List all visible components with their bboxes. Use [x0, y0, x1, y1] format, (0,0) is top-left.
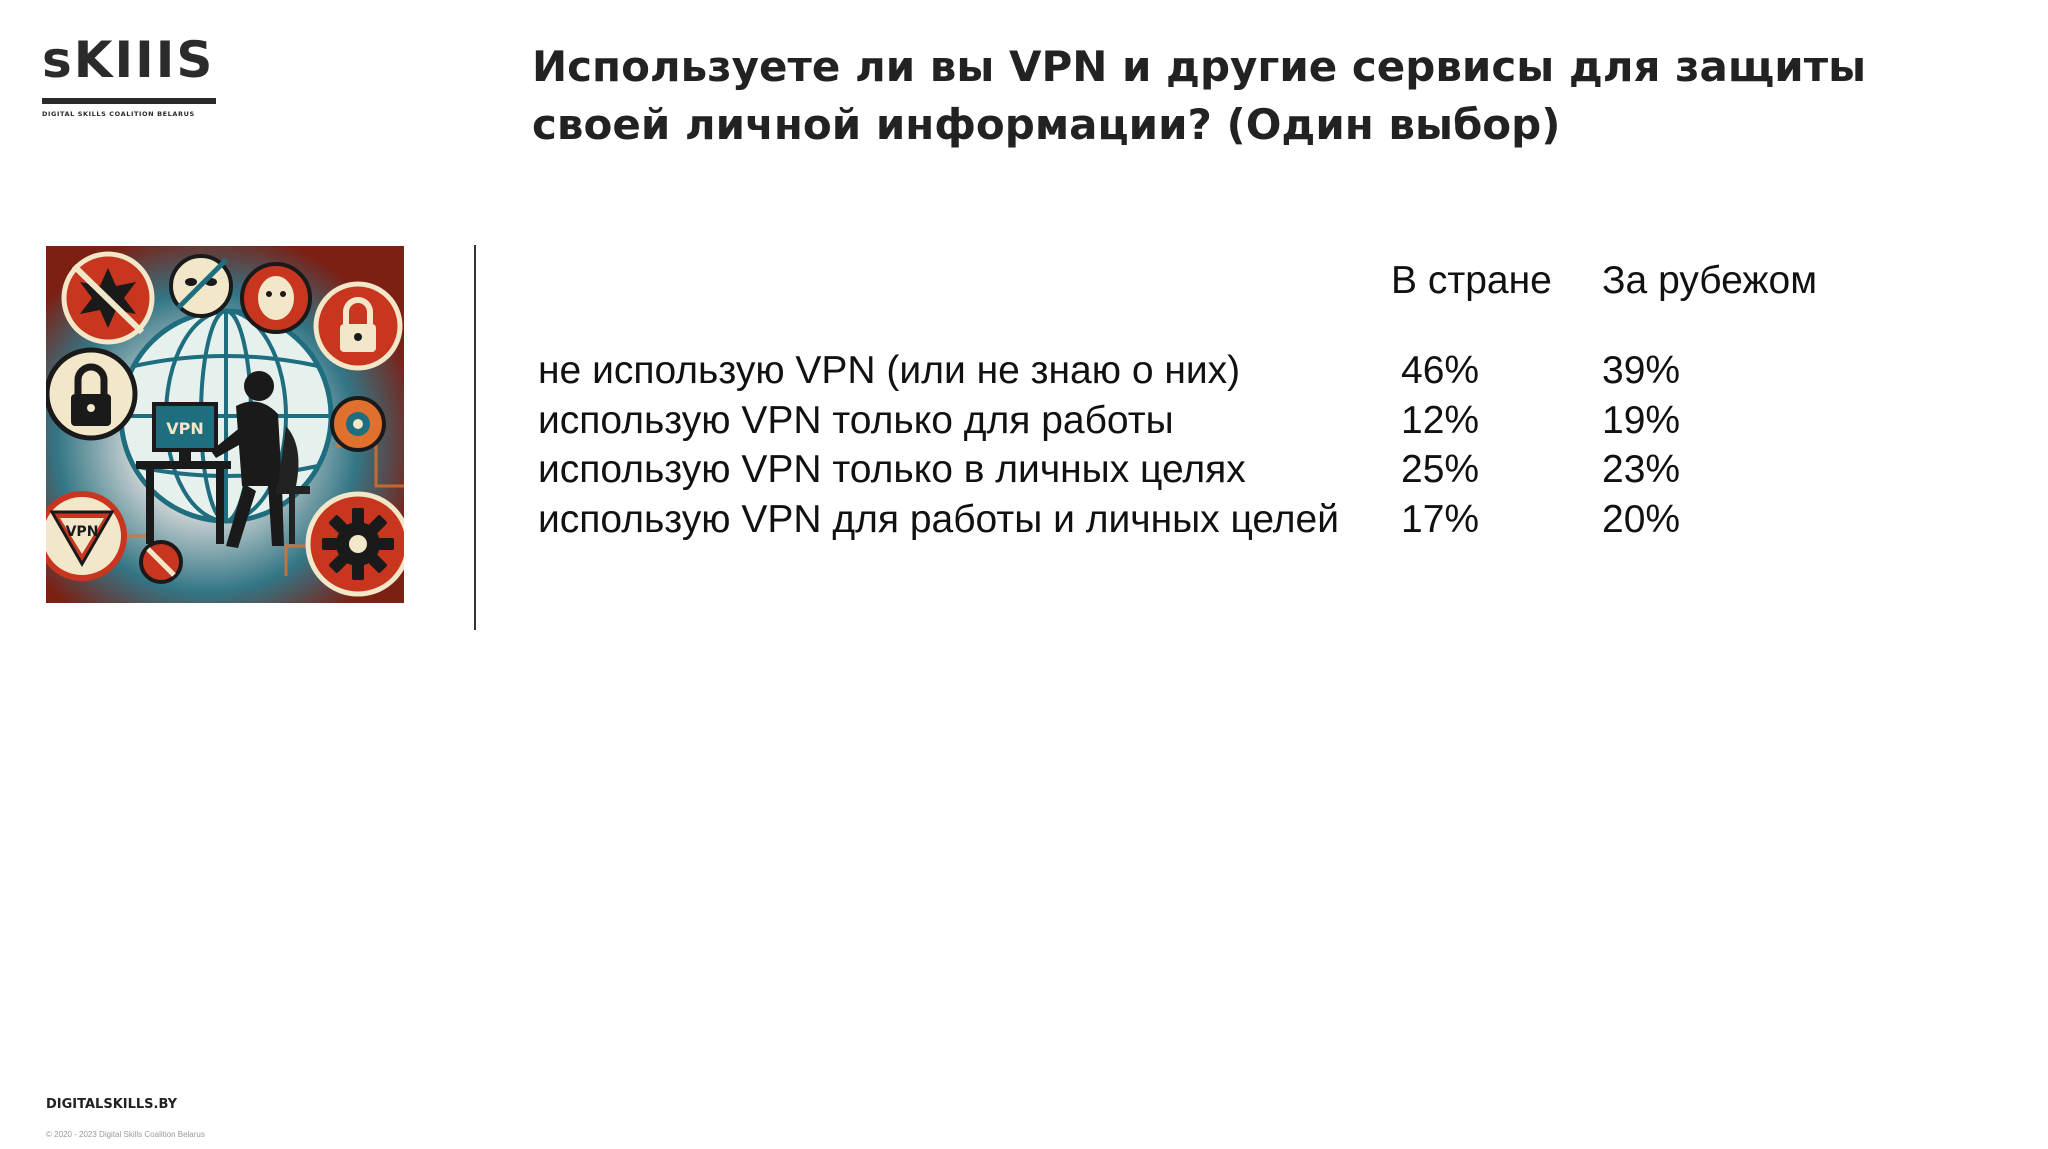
table-row: использую VPN только для работы 12% 19%: [538, 396, 1918, 446]
table-row: использую VPN для работы и личных целей …: [538, 495, 1918, 545]
gear-small-icon: [330, 396, 386, 452]
row-label: не использую VPN (или не знаю о них): [538, 349, 1241, 392]
logo-wordmark: sKIIIS: [42, 31, 215, 89]
row-value-abroad: 39%: [1602, 349, 1681, 392]
logo-underline: [42, 98, 216, 104]
table-row: не использую VPN (или не знаю о них) 46%…: [538, 346, 1918, 396]
mask-icon: [169, 254, 233, 318]
face-mask-icon: [240, 262, 312, 334]
warning-burst-icon: [61, 251, 155, 345]
ban-icon: [139, 540, 183, 584]
results-table: В стране За рубежом не использую VPN (ил…: [538, 254, 1918, 544]
row-value-abroad: 19%: [1602, 398, 1681, 442]
skills-logo: sKIIIS DIGITAL SKILLS COALITION BELARUS: [42, 28, 218, 124]
row-value-domestic: 12%: [1401, 398, 1480, 442]
row-value-abroad: 23%: [1602, 448, 1681, 491]
footer-copyright: © 2020 - 2023 Digital Skills Coalition B…: [46, 1130, 205, 1139]
row-value-abroad: 20%: [1602, 497, 1681, 541]
vpn-sign-icon: VPN: [46, 491, 127, 581]
row-label: использую VPN для работы и личных целей: [538, 497, 1340, 541]
gear-icon: [305, 491, 404, 597]
row-label: использую VPN только в личных целях: [538, 448, 1246, 491]
row-value-domestic: 46%: [1401, 349, 1480, 392]
footer-site-link[interactable]: DIGITALSKILLS.BY: [46, 1097, 178, 1112]
monitor-vpn-label: VPN: [166, 419, 204, 438]
table-row: использую VPN только в личных целях 25% …: [538, 445, 1918, 495]
sign-vpn-label: VPN: [66, 524, 99, 540]
row-value-domestic: 25%: [1401, 448, 1480, 491]
column-header-abroad: За рубежом: [1602, 259, 1818, 302]
column-header-domestic: В стране: [1391, 259, 1552, 302]
vertical-divider: [474, 245, 476, 630]
vpn-illustration: VPN VPN: [46, 246, 404, 603]
logo-tagline: DIGITAL SKILLS COALITION BELARUS: [42, 110, 195, 118]
table-header: В стране За рубежом: [538, 254, 1918, 346]
hacker-silhouette: VPN: [136, 371, 310, 548]
row-label: использую VPN только для работы: [538, 398, 1174, 442]
slide-title: Используете ли вы VPN и другие сервисы д…: [532, 42, 1867, 149]
lock-icon: [46, 347, 138, 441]
padlock-icon: [313, 281, 403, 371]
row-value-domestic: 17%: [1401, 497, 1480, 541]
